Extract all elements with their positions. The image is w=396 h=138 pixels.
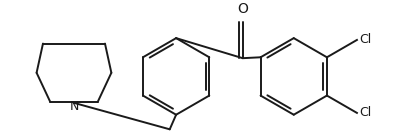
Text: Cl: Cl	[359, 33, 371, 47]
Text: N: N	[69, 100, 79, 113]
Text: O: O	[237, 2, 248, 16]
Text: Cl: Cl	[359, 106, 371, 119]
